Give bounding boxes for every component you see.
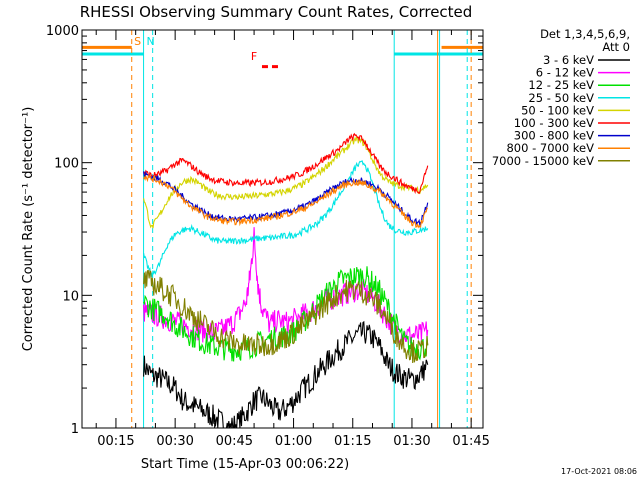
x-tick-label-5: 01:30 (393, 434, 430, 449)
x-tick-label-2: 00:45 (216, 434, 253, 449)
chart-title: RHESSI Observing Summary Count Rates, Co… (80, 3, 473, 21)
legend-label-5: 100 - 300 keV (514, 116, 594, 130)
y-tick-label-2: 100 (54, 157, 79, 172)
plot-area (82, 30, 483, 428)
axes: 00:15 00:30 00:45 01:00 01:15 01:30 01:45 1 10 10… (46, 24, 490, 449)
series-line-7 (143, 173, 429, 229)
legend-header-line-1: Det 1,3,4,5,6,9, (540, 27, 630, 41)
series-line-3 (143, 160, 429, 278)
marker-label-n: N (147, 35, 155, 48)
x-axis-label: Start Time (15-Apr-03 00:06:22) (141, 457, 349, 472)
footer-timestamp: 17-Oct-2021 08:06 (561, 467, 637, 476)
legend-label-0: 3 - 6 keV (543, 53, 594, 67)
series-line-6 (143, 170, 429, 226)
series-line-8 (143, 269, 429, 364)
x-tick-label-4: 01:15 (334, 434, 371, 449)
x-tick-label-3: 01:00 (275, 434, 312, 449)
legend-label-8: 7000 - 15000 keV (492, 154, 594, 168)
legend-header-line-2: Att 0 (602, 40, 630, 54)
legend-label-2: 12 - 25 keV (528, 78, 594, 92)
x-tick-label-0: 00:15 (97, 434, 134, 449)
y-tick-label-3: 1000 (46, 24, 79, 39)
legend-label-3: 25 - 50 keV (528, 91, 594, 105)
legend-label-6: 300 - 800 keV (514, 129, 594, 143)
legend-label-7: 800 - 7000 keV (506, 141, 594, 155)
y-tick-label-0: 1 (71, 422, 79, 437)
x-tick-label-6: 01:45 (452, 434, 489, 449)
y-axis-label: Corrected Count Rate (s⁻¹ detector⁻¹) (21, 107, 36, 352)
legend-label-1: 6 - 12 keV (536, 66, 594, 80)
x-tick-label-1: 00:30 (156, 434, 193, 449)
series-line-0 (143, 320, 429, 428)
plot-frame (81, 29, 484, 429)
y-tick-label-1: 10 (62, 289, 79, 304)
marker-label-f: F (251, 50, 257, 63)
series-line-4 (143, 136, 429, 229)
marker-label-s: S (134, 35, 141, 48)
series-line-5 (143, 132, 429, 195)
legend-label-4: 50 - 100 keV (521, 103, 594, 117)
